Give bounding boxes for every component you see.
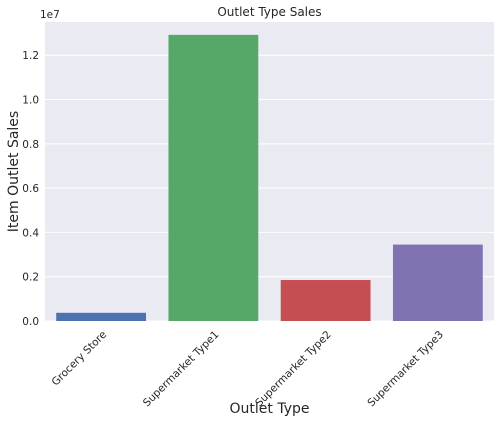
y-axis-label: Item Outlet Sales: [6, 111, 22, 232]
y-tick-label: 0.0: [22, 316, 39, 328]
chart-title: Outlet Type Sales: [217, 5, 321, 19]
bar: [168, 34, 259, 322]
x-tick-label: Supermarket Type3: [365, 329, 446, 410]
x-tick-label: Grocery Store: [49, 329, 109, 389]
bars: [56, 34, 483, 322]
y-tick-label: 1.0: [22, 95, 39, 107]
y-tick-label: 0.2: [22, 272, 39, 284]
y-ticks: 0.0 0.2 0.4 0.6 0.8 1.0 1.2: [22, 50, 39, 328]
bar: [392, 244, 483, 321]
y-tick-label: 0.8: [22, 139, 39, 151]
x-axis-label: Outlet Type: [230, 401, 310, 417]
bar: [280, 280, 371, 321]
x-tick-label: Supermarket Type1: [141, 329, 222, 410]
bar: [56, 312, 147, 321]
y-tick-label: 1.2: [22, 50, 39, 62]
y-tick-label: 0.6: [22, 183, 39, 195]
y-offset-label: 1e7: [40, 9, 60, 21]
x-tick-label: Supermarket Type2: [253, 329, 334, 410]
y-tick-label: 0.4: [22, 227, 39, 239]
x-ticks: Grocery Store Supermarket Type1 Supermarke…: [49, 329, 446, 410]
